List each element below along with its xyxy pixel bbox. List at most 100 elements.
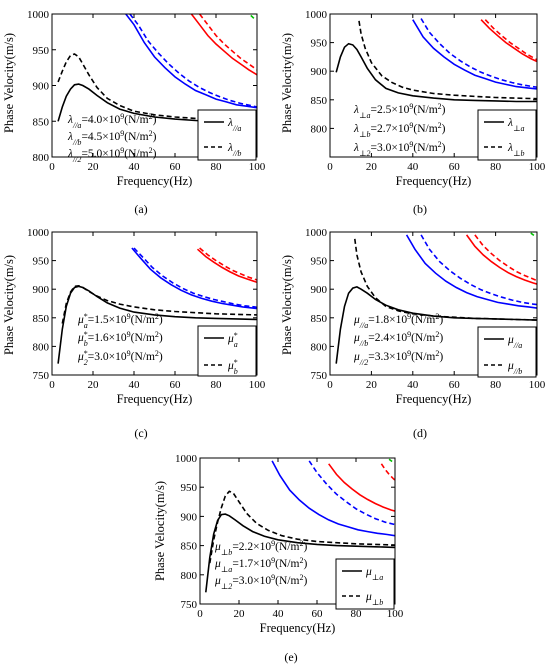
y-tick-label: 1000 bbox=[27, 227, 50, 239]
legend-box bbox=[335, 558, 395, 610]
parameter-annotation: μ* b=1.6×109(N/m2) bbox=[77, 330, 163, 348]
y-tick-label: 900 bbox=[311, 284, 328, 296]
series-line-7 bbox=[530, 232, 535, 237]
legend-entry: μ//b bbox=[507, 360, 522, 376]
series-line-6 bbox=[380, 463, 395, 481]
x-tick-label: 80 bbox=[490, 379, 502, 391]
x-tick-label: 60 bbox=[449, 161, 461, 173]
x-tick-label: 40 bbox=[407, 161, 419, 173]
y-axis-label: Phase Velocity(m/s) bbox=[2, 255, 16, 355]
y-tick-label: 850 bbox=[311, 95, 328, 107]
y-axis-label: Phase Velocity(m/s) bbox=[280, 255, 294, 355]
x-tick-label: 100 bbox=[249, 161, 266, 173]
x-tick-label: 100 bbox=[529, 379, 546, 391]
panel-caption: (a) bbox=[134, 202, 147, 216]
panel-caption: (d) bbox=[413, 426, 427, 440]
panel-caption: (e) bbox=[284, 650, 297, 664]
parameter-annotation: λ⊥2=3.0×109(N/m2) bbox=[353, 140, 446, 158]
y-axis-label: Phase Velocity(m/s) bbox=[153, 481, 167, 581]
y-tick-label: 900 bbox=[33, 81, 50, 93]
y-tick-label: 900 bbox=[311, 66, 328, 78]
x-axis-label: Frequency(Hz) bbox=[117, 174, 193, 188]
series-line-2 bbox=[358, 20, 537, 100]
x-tick-label: 40 bbox=[407, 379, 419, 391]
parameter-annotation: μ⊥b=2.2×109(N/m2) bbox=[214, 539, 307, 557]
x-tick-label: 20 bbox=[366, 379, 378, 391]
parameter-annotation: μ* 2=3.0×109(N/m2) bbox=[77, 349, 163, 367]
y-tick-label: 850 bbox=[311, 313, 328, 325]
legend-entry: λ//b bbox=[227, 142, 241, 158]
y-tick-label: 950 bbox=[33, 45, 50, 57]
legend-box bbox=[197, 109, 257, 161]
y-tick-label: 800 bbox=[33, 152, 50, 164]
y-tick-label: 850 bbox=[181, 541, 198, 553]
plot-frame bbox=[329, 231, 538, 376]
x-tick-label: 60 bbox=[170, 161, 182, 173]
y-tick-label: 950 bbox=[181, 482, 198, 494]
x-tick-label: 40 bbox=[129, 379, 141, 391]
chart-panel-4: 0 20 40 60 80 100 750 800 850 900 950 1000 Frequency… bbox=[280, 227, 546, 440]
series-line-5 bbox=[190, 14, 257, 76]
x-axis-label: Frequency(Hz) bbox=[396, 174, 472, 188]
series-line-2 bbox=[209, 490, 395, 564]
series-line-4 bbox=[133, 247, 257, 309]
y-tick-label: 800 bbox=[33, 341, 50, 353]
series-line-1 bbox=[57, 285, 257, 364]
parameter-annotation: μ⊥a=1.7×109(N/m2) bbox=[214, 556, 307, 574]
plot-frame bbox=[199, 457, 396, 605]
series-line-6 bbox=[198, 14, 257, 71]
parameter-annotation: μ//a=1.8×109(N/m2) bbox=[353, 312, 443, 330]
x-tick-label: 40 bbox=[129, 161, 141, 173]
y-tick-label: 950 bbox=[33, 256, 50, 268]
series-line-6 bbox=[199, 247, 257, 281]
series-line-3 bbox=[405, 234, 537, 309]
series-line-4 bbox=[420, 234, 537, 306]
series-line-4 bbox=[420, 18, 537, 88]
parameter-annotation: μ//b=2.4×109(N/m2) bbox=[353, 330, 443, 348]
series-line-1 bbox=[335, 42, 537, 103]
legend-entry: λ//a bbox=[227, 117, 241, 133]
series-line-5 bbox=[196, 248, 257, 284]
y-axis-label: Phase Velocity(m/s) bbox=[280, 33, 294, 133]
y-axis-label: Phase Velocity(m/s) bbox=[2, 33, 16, 133]
y-tick-label: 850 bbox=[33, 313, 50, 325]
y-tick-label: 750 bbox=[181, 599, 198, 611]
series-line-5 bbox=[328, 463, 395, 512]
legend-entry: μ* b bbox=[227, 358, 238, 376]
series-line-7 bbox=[250, 14, 255, 19]
x-tick-label: 20 bbox=[88, 379, 100, 391]
chart-panel-1: 0 20 40 60 80 100 800 850 900 950 1000 Frequency(Hz… bbox=[2, 9, 266, 216]
y-tick-label: 1000 bbox=[305, 9, 328, 21]
series-line-3 bbox=[125, 14, 257, 109]
x-tick-label: 80 bbox=[211, 379, 223, 391]
x-axis-label: Frequency(Hz) bbox=[260, 621, 336, 635]
y-tick-label: 800 bbox=[311, 341, 328, 353]
x-tick-label: 80 bbox=[351, 608, 363, 620]
chart-panel-3: 0 20 40 60 80 100 750 800 850 900 950 1000 Frequency… bbox=[2, 227, 266, 440]
legend-entry: μ⊥b bbox=[365, 591, 383, 607]
x-tick-label: 100 bbox=[249, 379, 266, 391]
series-line-5 bbox=[480, 19, 537, 63]
panel-caption: (c) bbox=[134, 426, 147, 440]
y-tick-label: 900 bbox=[181, 511, 198, 523]
legend-entry: λ⊥b bbox=[507, 142, 525, 158]
series-line-6 bbox=[474, 234, 537, 282]
parameter-annotation: μ//2=3.3×109(N/m2) bbox=[353, 349, 443, 367]
parameter-annotation: λ//b=4.5×109(N/m2) bbox=[67, 129, 157, 147]
x-tick-label: 0 bbox=[49, 161, 55, 173]
chart-panel-2: 0 20 40 60 80 100 800 850 900 950 1000 Frequency(Hz… bbox=[280, 9, 546, 216]
y-tick-label: 900 bbox=[33, 284, 50, 296]
x-tick-label: 100 bbox=[529, 161, 546, 173]
y-tick-label: 1000 bbox=[305, 227, 328, 239]
parameter-annotation: λ//a=4.0×109(N/m2) bbox=[67, 112, 157, 130]
series-line-2 bbox=[61, 284, 257, 324]
x-tick-label: 100 bbox=[387, 608, 404, 620]
legend-entry: μ⊥a bbox=[365, 566, 383, 582]
y-tick-label: 1000 bbox=[27, 9, 50, 21]
y-tick-label: 800 bbox=[181, 570, 198, 582]
series-line-3 bbox=[412, 19, 537, 90]
plot-frame bbox=[329, 13, 538, 158]
parameter-annotation: μ⊥2=3.0×109(N/m2) bbox=[214, 573, 307, 591]
x-axis-label: Frequency(Hz) bbox=[396, 392, 472, 406]
